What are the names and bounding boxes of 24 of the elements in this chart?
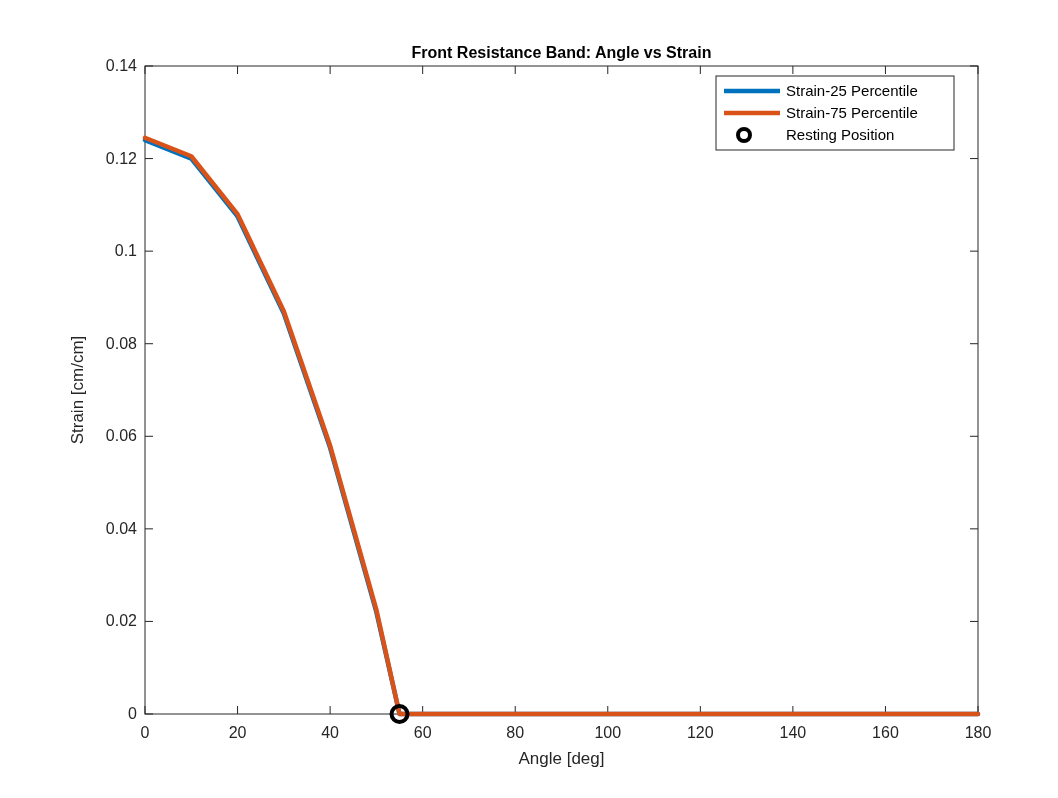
x-tick-label: 60 [413, 724, 432, 741]
x-tick-label: 180 [964, 724, 992, 741]
legend-label: Strain-75 Percentile [786, 104, 918, 121]
y-tick-label: 0.12 [105, 149, 138, 167]
y-tick-label: 0.02 [105, 612, 138, 630]
x-axis-title: Angle [deg] [518, 749, 605, 768]
y-axis-title: Strain [cm/cm] [68, 335, 87, 445]
x-tick-label: 20 [228, 724, 247, 741]
x-tick-label: 80 [506, 724, 525, 741]
x-tick-label: 140 [779, 724, 807, 741]
y-tick-label: 0.06 [105, 427, 138, 445]
x-tick-label: 160 [872, 724, 899, 741]
y-tick-label: 0.08 [105, 334, 138, 352]
legend-label: Resting Position [786, 126, 895, 143]
x-tick-label: 100 [594, 724, 622, 741]
y-tick-label: 0.1 [114, 242, 138, 260]
x-tick-label: 0 [140, 724, 150, 741]
y-tick-label: 0.04 [105, 519, 138, 537]
chart-title: Front Resistance Band: Angle vs Strain [411, 44, 712, 61]
legend-label: Strain-25 Percentile [786, 82, 918, 99]
y-tick-label: 0.14 [105, 57, 138, 74]
x-tick-label: 120 [686, 724, 714, 741]
y-tick-label: 0 [128, 705, 138, 722]
x-tick-label: 40 [321, 724, 340, 741]
